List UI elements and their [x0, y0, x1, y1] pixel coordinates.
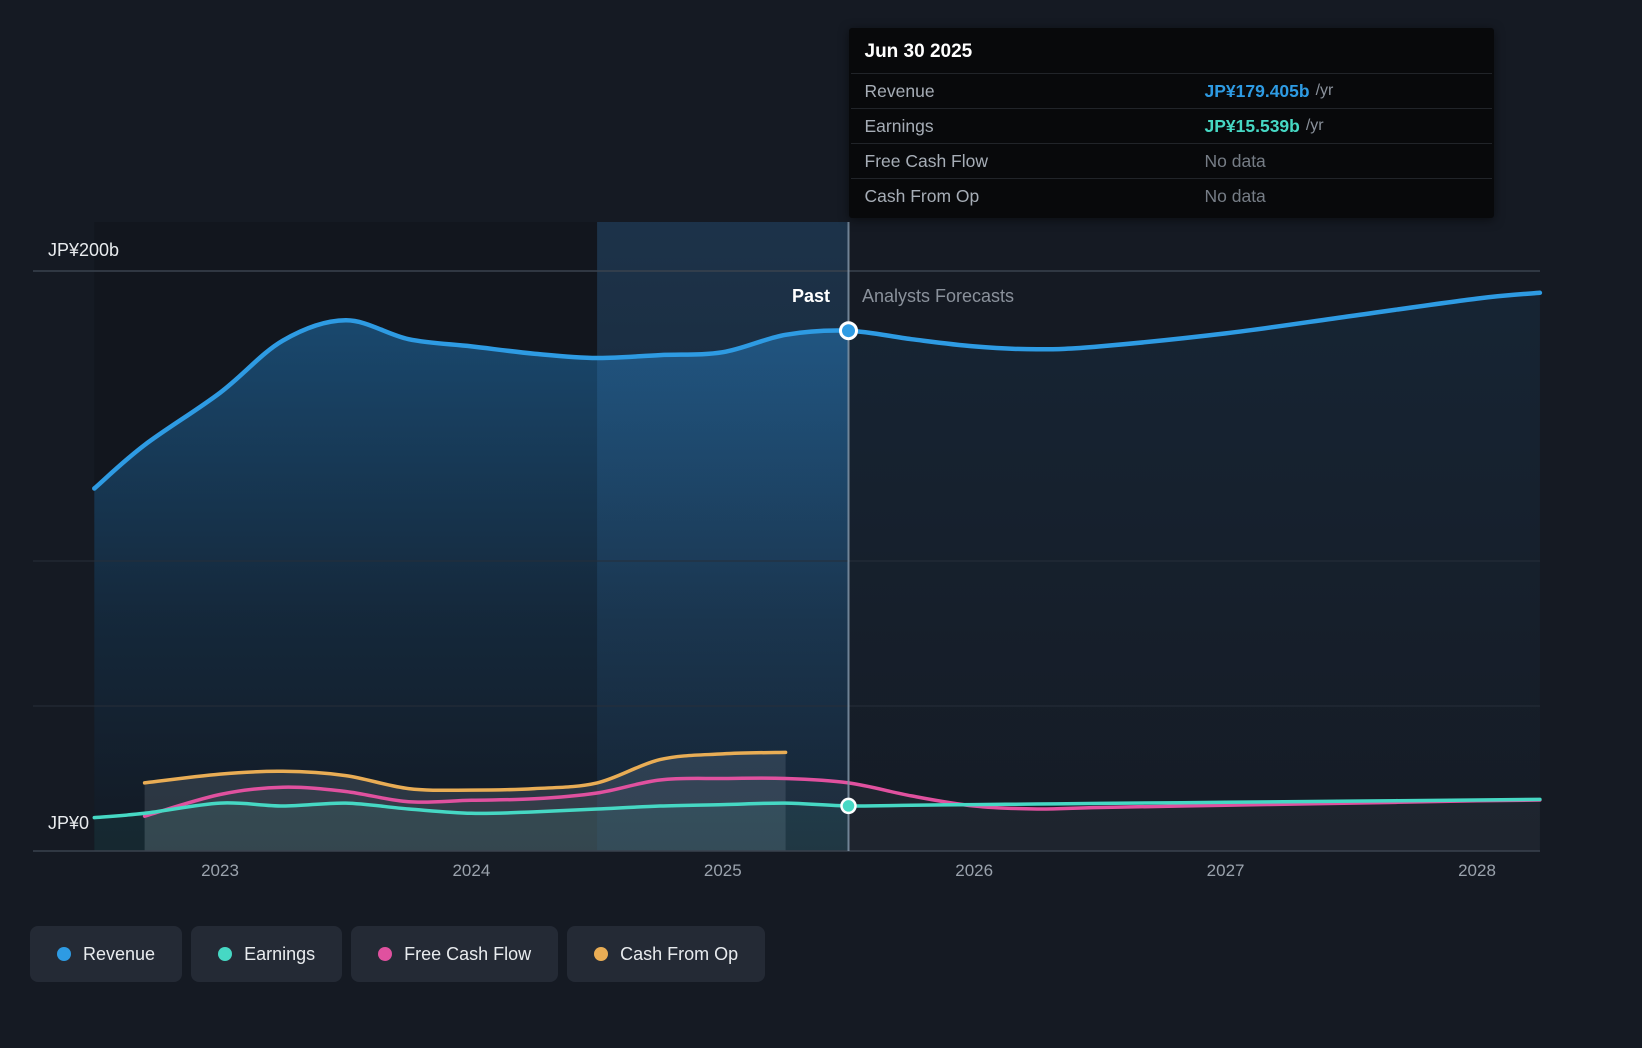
earnings-dot — [218, 947, 233, 961]
revenue-marker[interactable] — [839, 321, 858, 341]
revenue-line — [92, 290, 1543, 491]
chart-tooltip: Jun 30 2025 Revenue JP¥179.405b/yr Earning… — [848, 28, 1494, 218]
tooltip-row-revenue: Revenue JP¥179.405b/yr — [850, 73, 1492, 108]
y-axis-label-zero: JP¥0 — [48, 813, 90, 833]
legend-label: Earnings — [244, 943, 316, 964]
tooltip-row-label: Cash From Op — [864, 185, 980, 206]
x-tick-2027: 2027 — [1206, 861, 1245, 880]
tooltip-row-cash-from-op: Cash From Op No data — [850, 178, 1492, 213]
legend-label: Revenue — [83, 943, 156, 964]
past-label: Past — [791, 286, 830, 306]
cash-from-op-line — [142, 750, 788, 793]
revenue-dot — [57, 947, 71, 961]
y-axis-label-top: JP¥200b — [48, 240, 120, 260]
legend: Revenue Earnings Free Cash Flow Cash From O… — [30, 926, 766, 982]
x-tick-2023: 2023 — [201, 861, 239, 880]
x-tick-2025: 2025 — [703, 861, 742, 880]
tooltip-row-label: Free Cash Flow — [864, 150, 989, 171]
legend-label: Free Cash Flow — [404, 943, 532, 964]
free-cash-flow-dot — [378, 947, 393, 961]
legend-item-free-cash-flow[interactable]: Free Cash Flow — [351, 926, 559, 982]
legend-item-revenue[interactable]: Revenue — [30, 926, 183, 982]
tooltip-row-earnings: Earnings JP¥15.539b/yr — [850, 108, 1492, 143]
tooltip-rows: Revenue JP¥179.405b/yr Earnings JP¥15.539b /… — [849, 73, 1494, 213]
tooltip-row-free-cash-flow: Free Cash Flow No data — [850, 143, 1492, 178]
tooltip-row-unit: /yr — [1315, 82, 1334, 99]
x-tick-2028: 2028 — [1458, 861, 1496, 880]
revenue-area-forecast — [848, 292, 1540, 851]
earnings-line — [92, 797, 1542, 820]
tooltip-row-label: Earnings — [864, 115, 934, 136]
tooltip-row-value: No data — [1204, 185, 1266, 206]
tooltip-row-value: JP¥15.539b — [1204, 115, 1300, 136]
legend-item-earnings[interactable]: Earnings — [191, 926, 343, 982]
legend-item-cash-from-op[interactable]: Cash From Op — [567, 926, 766, 982]
legend-label: Cash From Op — [620, 943, 739, 964]
cash-from-op-dot — [594, 947, 609, 961]
x-axis: 2023 2024 2025 2026 2027 2028 — [0, 861, 1642, 887]
highlight-band — [597, 222, 849, 851]
earnings-marker[interactable] — [840, 797, 857, 815]
tooltip-row-value: JP¥179.405b — [1204, 80, 1310, 101]
forecast-label: Analysts Forecasts — [862, 286, 1015, 306]
tooltip-row-value: No data — [1204, 150, 1266, 171]
x-tick-2024: 2024 — [452, 861, 491, 880]
x-tick-2026: 2026 — [955, 861, 994, 880]
free-cash-flow-line — [142, 776, 1542, 818]
tooltip-date: Jun 30 2025 — [864, 41, 973, 62]
tooltip-row-unit: /yr — [1305, 117, 1324, 134]
tooltip-row-label: Revenue — [864, 80, 935, 101]
